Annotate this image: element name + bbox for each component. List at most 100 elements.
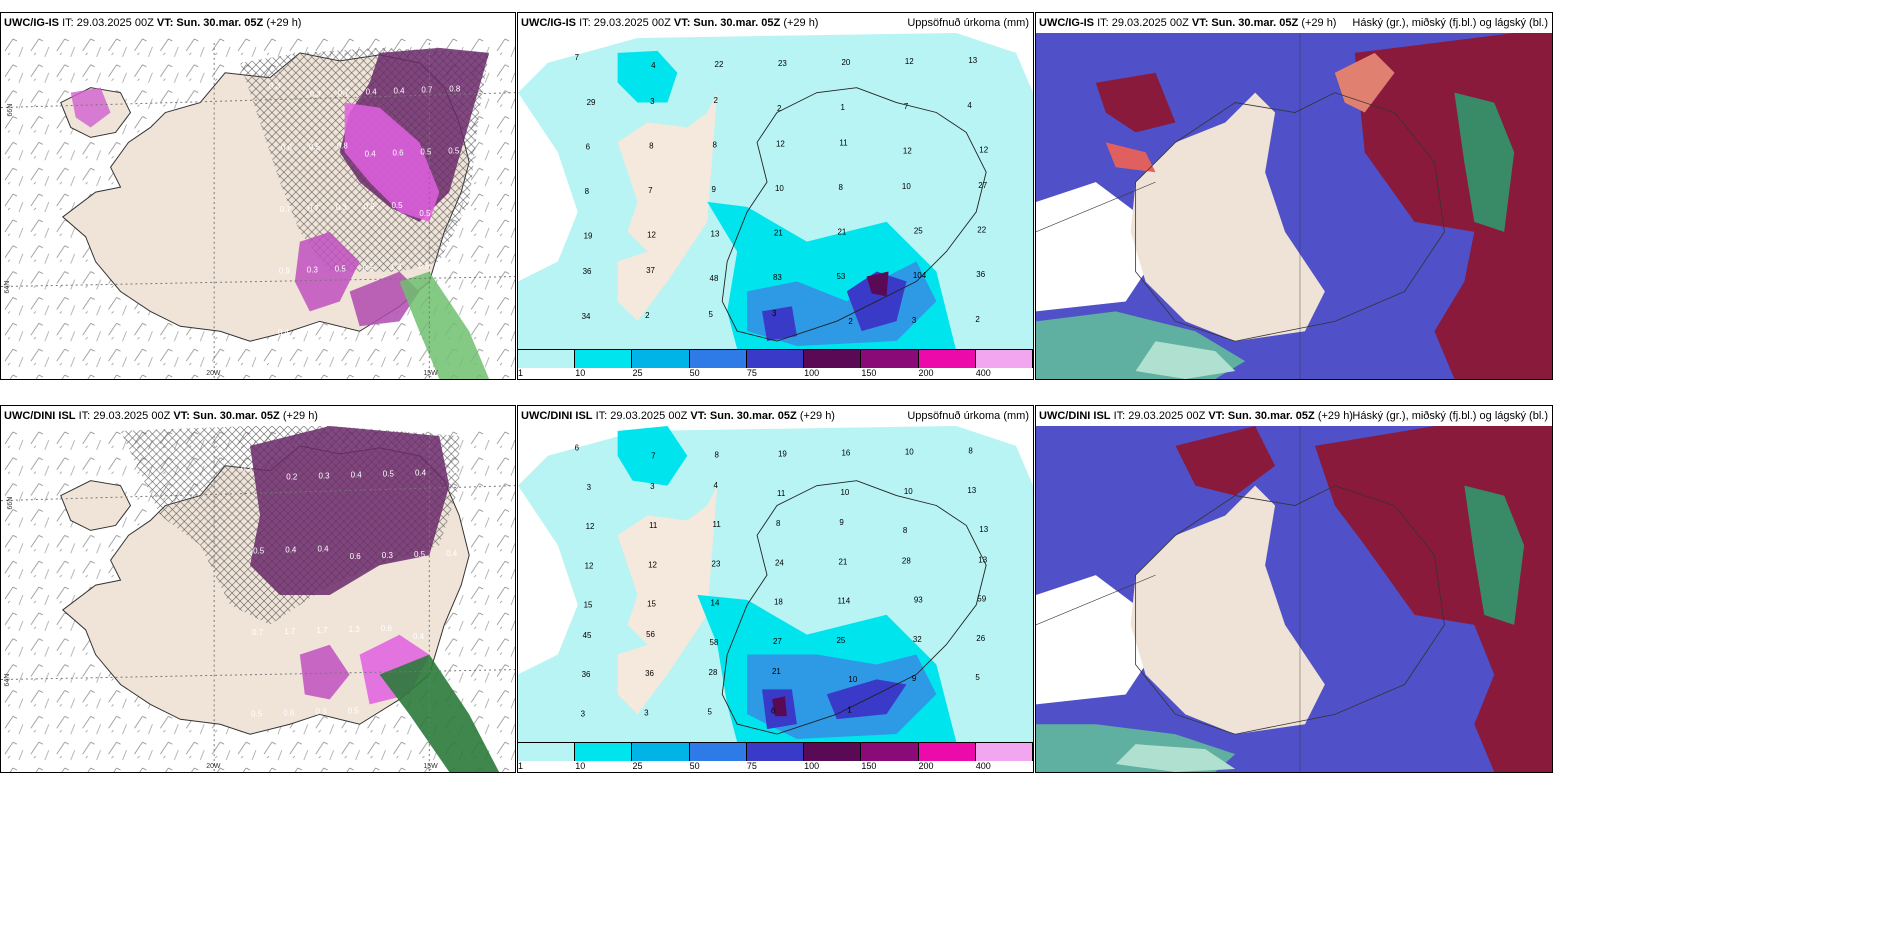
precip-green [399,271,490,379]
precip-value-label: 0.9 [364,202,376,211]
precip-value-label: 0.3 [269,82,281,91]
precip-value-label: 28 [902,556,911,565]
precip-value-label: 0.7 [308,204,320,213]
label-66n: 66N [7,497,14,510]
precip-value-label: 10 [905,448,914,457]
precip-value-label: 5 [709,310,714,319]
precip-value-label: 13 [968,56,977,65]
precip-value-label: 0.9 [279,267,291,276]
precip-value-label: 16 [841,449,850,458]
precip-value-label: 0.8 [337,141,349,150]
precip-value-label: 0.7 [421,86,433,95]
precip-value-label: 3 [650,97,655,106]
parallel-66n [1,485,515,502]
precip-value-label: 22 [715,60,724,69]
precip-value-label: 1 [847,705,852,714]
precip-value-label: 19 [584,232,593,241]
precip-value-label: 8 [713,140,718,149]
colorbar-swatches [518,742,1033,761]
precip-value-label: 9 [712,185,717,194]
valid-time-label: VT: [690,410,707,422]
precip-value-label: 34 [582,312,591,321]
valid-time: Sun. 30.mar. 05Z [1227,410,1315,422]
precip-value-label: 0.4 [317,544,329,553]
colorbar-tick-label: 1 [518,761,524,771]
low-cloud-south-light [1135,341,1236,379]
precip-value-label: 4 [651,61,656,70]
precip-value-label: 22 [977,226,986,235]
init-time: IT: 29.03.2025 00Z [595,410,688,422]
panel-header: UWC/IG-IS IT: 29.03.2025 00Z VT: Sun. 30… [1036,13,1552,33]
precip-value-label: 6 [586,142,591,151]
precip-value-label: 0.6 [306,327,318,336]
colorbar-swatch [804,743,862,761]
colorbar-tick-label: 50 [689,761,700,771]
precip-value-label: 9 [839,518,844,527]
colorbar-tick-label: 150 [861,761,877,771]
precip-value-label: 0.2 [286,473,298,482]
field-title: Uppsöfnuð úrkoma (mm) [907,410,1029,422]
precip-value-label: 2 [645,311,650,320]
precip-value-label: 36 [976,270,985,279]
valid-time-label: VT: [156,17,174,29]
high-cloud-east [1354,33,1552,379]
label-66n: 66N [7,104,14,117]
precip-value-label: 14 [711,599,720,608]
precip-maroon [866,271,889,297]
precip-value-label: 2 [777,104,782,113]
colorbar-swatch [918,350,976,368]
colorbar-swatch [689,350,747,368]
precip-value-label: 1.3 [390,263,402,272]
land-visible [1130,92,1325,342]
colorbar-tick-label: 25 [632,368,643,378]
precip-value-label: 15 [647,600,656,609]
label-64n: 64N [4,674,11,687]
precip-values: 0.3 0.2 0.3 0.4 0.5 0.4 0.4 0.5 0.4 0.4 0.6 0.3 0.5 0… [241,465,470,719]
model-name: UWC/IG-IS [521,17,576,29]
panel-ig-is-weather: UWC/IG-IS IT: 29.03.2025 00Z VT: Sun. 30… [0,12,516,380]
valid-time-label: VT: [1191,17,1209,29]
valid-time: Sun. 30.mar. 05Z [1211,17,1299,29]
cloud-map-svg [1036,426,1552,772]
mid-cloud-green [1464,485,1525,625]
precip-value-label: 0.3 [241,465,253,474]
precip-value-label: 45 [583,631,592,640]
init-time: IT: 29.03.2025 00Z [78,410,171,422]
colorbar-tick-label: 100 [804,368,820,378]
init-time: IT: 29.03.2025 00Z [1097,17,1189,29]
precip-value-label: 9 [912,674,917,683]
colorbar-swatch [975,743,1033,761]
precip-value-label: 21 [838,557,847,566]
precip-value-label: 2 [714,96,719,105]
precip-value-label: 0.4 [278,328,290,337]
precip-value-label: 37 [646,266,655,275]
panel-header: UWC/DINI ISL IT: 29.03.2025 00Z VT: Sun.… [1,406,515,426]
precip-value-label: 8 [649,141,654,150]
precip-value-label: 8 [585,187,590,196]
precip-value-label: 10 [775,184,784,193]
precip-value-label: 10 [840,488,849,497]
model-name: UWC/DINI ISL [4,410,76,422]
precip-value-label: 13 [978,555,987,564]
init-time: IT: 29.03.2025 00Z [62,17,154,29]
precip-value-label: 26 [976,634,985,643]
colorbar-swatch [518,350,576,368]
precip-value-label: 3 [650,482,655,491]
precip-value-label: 12 [648,560,657,569]
panel-header: UWC/IG-IS IT: 29.03.2025 00Z VT: Sun. 30… [1,13,515,33]
precip-value-label: 11 [713,520,722,529]
colorbar-swatch [746,350,805,368]
clear-west [1036,575,1146,705]
precip-value-label: 19 [778,450,787,459]
precip-value-label: 3 [912,316,917,325]
colorbar-tick-label: 1 [518,368,524,378]
valid-time-label: VT: [1208,410,1225,422]
precip-value-label: 0.5 [335,265,347,274]
panel-ig-is-clouds: UWC/IG-IS IT: 29.03.2025 00Z VT: Sun. 30… [1035,12,1553,380]
precip-value-label: 0.7 [280,205,292,214]
precip-value-label: 12 [776,139,785,148]
model-name: UWC/DINI ISL [521,410,593,422]
